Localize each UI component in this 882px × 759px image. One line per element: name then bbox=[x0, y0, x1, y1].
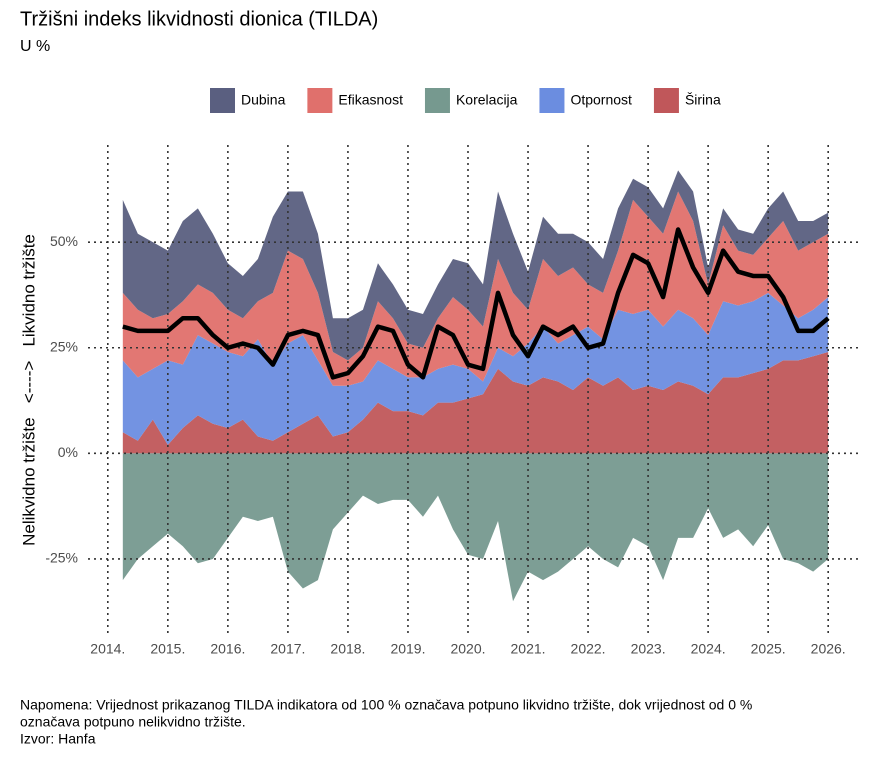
y-axis-title: Nelikvidno tržište <----> Likvidno tržiš… bbox=[19, 234, 38, 546]
chart-subtitle: U % bbox=[20, 38, 50, 55]
area bbox=[122, 191, 829, 386]
note: označava potpuno nelikvidno tržište. bbox=[20, 714, 246, 730]
x-tick-label: 2021. bbox=[511, 641, 546, 657]
x-tick-label: 2022. bbox=[571, 641, 606, 657]
legend-swatch bbox=[653, 88, 679, 113]
y-tick-label: 25% bbox=[50, 338, 78, 354]
x-tick-label: 2020. bbox=[450, 641, 485, 657]
legend-label: Dubina bbox=[241, 92, 286, 108]
x-tick-label: 2014. bbox=[90, 641, 125, 657]
legend-label: Otpornost bbox=[570, 92, 632, 108]
y-tick-label: 0% bbox=[58, 444, 78, 460]
chart-title: Tržišni indeks likvidnosti dionica (TILD… bbox=[20, 8, 378, 30]
areas bbox=[122, 170, 829, 602]
x-tick-label: 2017. bbox=[270, 641, 305, 657]
y-tick-label: 50% bbox=[50, 233, 78, 249]
legend-label: Korelacija bbox=[456, 92, 518, 108]
area bbox=[122, 292, 829, 445]
legend-swatch bbox=[539, 88, 565, 113]
x-tick-label: 2023. bbox=[631, 641, 666, 657]
note: Izvor: Hanfa bbox=[20, 731, 96, 747]
notes: Napomena: Vrijednost prikazanog TILDA in… bbox=[20, 697, 752, 747]
y-tick-label: -25% bbox=[45, 550, 78, 566]
area bbox=[122, 351, 829, 454]
x-tick-label: 2015. bbox=[150, 641, 185, 657]
x-tick-label: 2019. bbox=[390, 641, 425, 657]
area bbox=[122, 453, 829, 602]
x-tick-label: 2026. bbox=[811, 641, 846, 657]
legend-swatch bbox=[424, 88, 450, 113]
legend-label: Efikasnost bbox=[338, 92, 403, 108]
x-tick-label: 2025. bbox=[751, 641, 786, 657]
legend-swatch bbox=[307, 88, 333, 113]
index-line bbox=[122, 227, 830, 380]
x-tick-label: 2018. bbox=[330, 641, 365, 657]
note: Napomena: Vrijednost prikazanog TILDA in… bbox=[20, 697, 752, 713]
legend-label: Širina bbox=[685, 92, 721, 108]
legend-swatch bbox=[210, 88, 235, 113]
x-tick-label: 2016. bbox=[210, 641, 245, 657]
area bbox=[122, 170, 829, 361]
x-tick-label: 2024. bbox=[691, 641, 726, 657]
